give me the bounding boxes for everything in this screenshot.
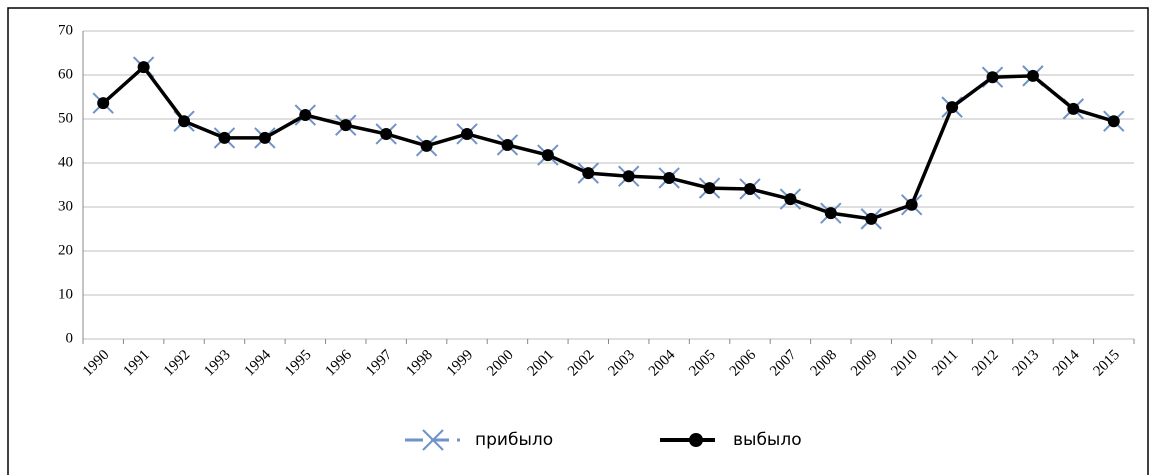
x-tick-label: 2013 xyxy=(1010,347,1043,380)
y-tick-label: 10 xyxy=(58,286,73,302)
series-line xyxy=(102,64,1115,221)
marker-circle xyxy=(258,131,271,144)
marker-circle xyxy=(137,61,150,74)
marker-circle xyxy=(946,101,959,114)
x-tick-label: 1996 xyxy=(322,347,355,380)
x-tick-label: 1995 xyxy=(282,347,315,380)
marker-circle xyxy=(501,138,514,151)
x-tick-label: 1998 xyxy=(403,347,436,380)
y-tick-label: 30 xyxy=(58,198,73,214)
x-tick-label: 2006 xyxy=(727,347,760,380)
x-tick-label: 1993 xyxy=(201,347,234,380)
marker-circle xyxy=(541,149,554,162)
marker-circle xyxy=(1026,69,1039,82)
marker-circle xyxy=(663,171,676,184)
x-tick-label: 2007 xyxy=(767,347,800,380)
x-tick-label: 2003 xyxy=(605,347,638,380)
x-tick-label: 2002 xyxy=(565,347,598,380)
y-tick-label: 60 xyxy=(58,66,73,82)
marker-circle xyxy=(218,131,231,144)
x-tick-label: 2008 xyxy=(808,347,841,380)
x-tick-label: 2004 xyxy=(646,347,679,380)
legend-marker xyxy=(689,433,703,447)
marker-circle xyxy=(97,97,110,110)
x-tick-label: 1999 xyxy=(444,347,477,380)
x-tick-label: 1991 xyxy=(120,347,153,380)
x-tick-label: 2001 xyxy=(525,347,558,380)
x-tick-label: 2014 xyxy=(1050,347,1083,380)
marker-circle xyxy=(824,207,837,220)
x-tick-label: 2000 xyxy=(484,347,517,380)
marker-circle xyxy=(986,71,999,84)
y-tick-label: 20 xyxy=(58,242,73,258)
x-tick-label: 1997 xyxy=(363,347,396,380)
y-tick-label: 70 xyxy=(58,22,73,38)
x-tick-label: 2015 xyxy=(1091,347,1124,380)
legend-marker xyxy=(422,429,444,451)
y-tick-label: 0 xyxy=(66,330,74,346)
marker-circle xyxy=(339,119,352,132)
marker-circle xyxy=(905,198,918,211)
marker-circle xyxy=(703,182,716,195)
marker-circle xyxy=(461,127,474,140)
x-tick-label: 1994 xyxy=(242,347,275,380)
y-tick-label: 50 xyxy=(58,110,73,126)
marker-circle xyxy=(178,115,191,128)
legend-label: выбыло xyxy=(733,430,802,450)
legend-label: прибыло xyxy=(475,430,553,450)
marker-circle xyxy=(420,139,433,152)
marker-circle xyxy=(622,170,635,183)
marker-circle xyxy=(1107,115,1120,128)
x-tick-label: 2011 xyxy=(929,347,961,379)
marker-circle xyxy=(582,167,595,180)
marker-circle xyxy=(299,109,312,122)
y-tick-label: 40 xyxy=(58,154,73,170)
marker-circle xyxy=(1067,102,1080,115)
marker-circle xyxy=(380,127,393,140)
marker-circle xyxy=(743,182,756,195)
x-tick-label: 1990 xyxy=(80,347,113,380)
x-tick-label: 1992 xyxy=(161,347,194,380)
frame xyxy=(7,7,1149,475)
marker-circle xyxy=(865,212,878,225)
x-tick-label: 2010 xyxy=(888,347,921,380)
x-tick-label: 2005 xyxy=(686,347,719,380)
x-tick-label: 2009 xyxy=(848,347,881,380)
marker-circle xyxy=(784,193,797,206)
series-line xyxy=(102,65,1115,221)
x-tick-label: 2012 xyxy=(969,347,1002,380)
